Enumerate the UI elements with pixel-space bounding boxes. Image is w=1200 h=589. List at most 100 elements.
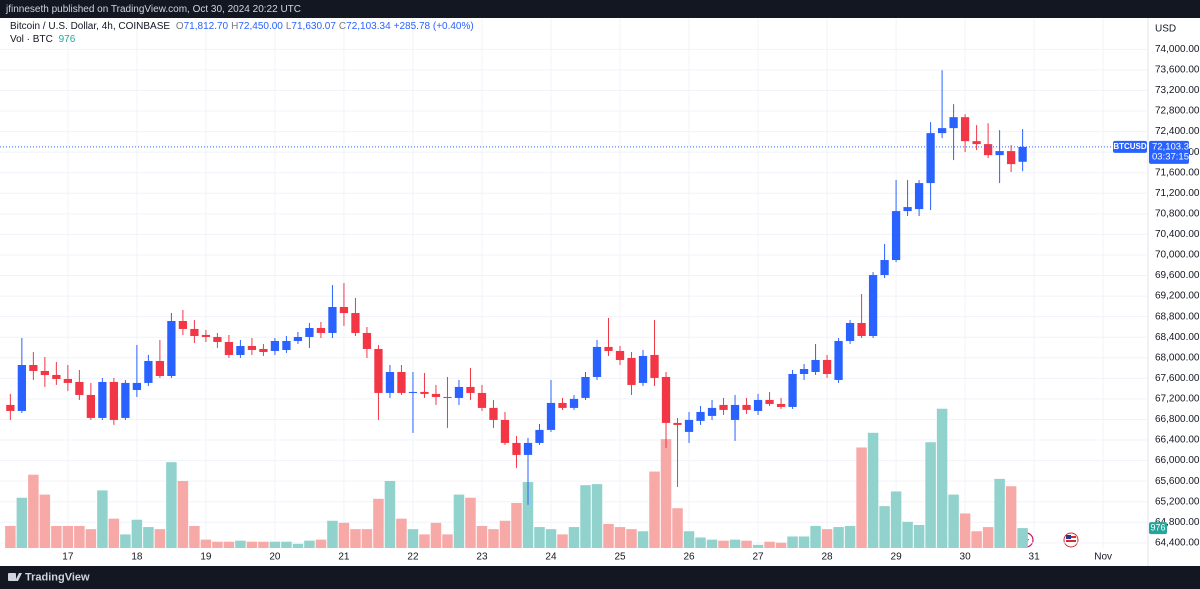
candle-body bbox=[259, 348, 268, 352]
candle-body bbox=[569, 398, 579, 408]
ohlc-key: L bbox=[285, 21, 292, 32]
volume-bar bbox=[1005, 486, 1017, 548]
y-tick-label: 67,600.00 bbox=[1155, 373, 1200, 384]
volume-bar bbox=[729, 539, 741, 548]
volume-bar bbox=[591, 484, 603, 548]
volume-bar bbox=[39, 494, 51, 548]
logo: TradingView bbox=[25, 571, 90, 583]
volume-bar bbox=[752, 544, 764, 548]
symbol-badge bbox=[1113, 140, 1147, 153]
x-tick-label: 19 bbox=[200, 552, 212, 563]
candle-body bbox=[914, 183, 924, 210]
y-tick-label: 65,200.00 bbox=[1155, 496, 1200, 507]
legend: Bitcoin / U.S. Dollar, 4h, COINBASE O71,… bbox=[10, 21, 477, 32]
volume-bar bbox=[637, 531, 649, 548]
y-tick-label: 66,400.00 bbox=[1155, 435, 1200, 446]
volume-bar bbox=[350, 529, 361, 548]
candle-body bbox=[121, 382, 130, 418]
y-tick-label: 66,800.00 bbox=[1155, 414, 1200, 425]
candle-body bbox=[397, 371, 406, 393]
candle-body bbox=[40, 370, 50, 375]
candle-body bbox=[972, 141, 981, 145]
volume-value: 976 bbox=[58, 34, 76, 45]
last-price-label: 72,103.34 bbox=[1152, 141, 1194, 152]
x-tick-label: 30 bbox=[960, 552, 972, 563]
ohlc-value: 71,812.70 bbox=[183, 21, 229, 32]
y-tick-label: 71,600.00 bbox=[1155, 167, 1200, 178]
candle-body bbox=[1018, 146, 1027, 162]
candle-body bbox=[1006, 151, 1016, 165]
ohlc-key: O bbox=[175, 21, 184, 32]
candle-body bbox=[960, 117, 970, 142]
candle-body bbox=[362, 332, 372, 349]
candle-body bbox=[270, 340, 280, 351]
candle-body bbox=[995, 151, 1004, 156]
volume-bar bbox=[361, 529, 373, 548]
candle-body bbox=[788, 373, 797, 407]
volume-bar bbox=[890, 491, 902, 548]
candle-body bbox=[374, 348, 383, 393]
candle-body bbox=[213, 336, 222, 342]
volume-bar bbox=[775, 542, 787, 548]
volume-bar bbox=[948, 494, 959, 548]
price-badge bbox=[1149, 140, 1189, 164]
publisher: jfinneseth published on TradingView.com,… bbox=[5, 4, 301, 15]
x-tick-label: 20 bbox=[269, 552, 281, 563]
volume-bar bbox=[315, 539, 327, 548]
bottom-bar bbox=[0, 566, 1200, 589]
volume-bar bbox=[879, 506, 890, 548]
volume-bar bbox=[476, 526, 488, 548]
volume-bar bbox=[741, 540, 752, 548]
x-tick-label: 23 bbox=[476, 552, 488, 563]
candle-body bbox=[477, 392, 487, 408]
candle-body bbox=[581, 376, 590, 398]
candle-body bbox=[684, 419, 694, 432]
x-tick-label: 29 bbox=[891, 552, 903, 563]
volume-bar bbox=[557, 534, 568, 548]
y-tick-label: 70,800.00 bbox=[1155, 208, 1200, 219]
candle-body bbox=[730, 404, 740, 420]
volume-bar bbox=[120, 534, 131, 548]
volume-bar bbox=[396, 518, 407, 548]
volume-bar bbox=[465, 497, 476, 548]
candle-body bbox=[834, 340, 843, 380]
candle-body bbox=[144, 360, 153, 383]
candle-body bbox=[983, 144, 993, 156]
y-tick-label: 69,200.00 bbox=[1155, 291, 1200, 302]
y-tick-label: 72,800.00 bbox=[1155, 106, 1200, 117]
candle-body bbox=[615, 350, 625, 360]
volume-bar bbox=[28, 474, 39, 548]
volume-bar bbox=[936, 408, 948, 548]
volume-bar bbox=[304, 540, 315, 548]
volume-bar bbox=[522, 482, 534, 548]
ohlc-value: 72,450.00 bbox=[238, 21, 283, 32]
candle-body bbox=[63, 378, 73, 383]
candle-body bbox=[753, 399, 763, 411]
volume-bar bbox=[235, 540, 246, 548]
y-tick-label: 73,200.00 bbox=[1155, 85, 1200, 96]
candle-body bbox=[408, 391, 418, 393]
candle-body bbox=[673, 422, 682, 425]
volume-bar bbox=[488, 529, 499, 548]
volume-bar bbox=[453, 494, 465, 548]
candle-body bbox=[339, 307, 349, 314]
x-tick-label: 25 bbox=[614, 552, 626, 563]
candle-body bbox=[443, 396, 452, 398]
candle-body bbox=[903, 207, 912, 212]
candle-body bbox=[719, 404, 728, 410]
candle-body bbox=[29, 364, 38, 371]
volume-bar bbox=[867, 432, 879, 548]
candle-body bbox=[17, 364, 26, 411]
volume-bar bbox=[384, 480, 396, 548]
volume-bar bbox=[16, 497, 28, 548]
volume-bar bbox=[959, 513, 971, 548]
candle-body bbox=[926, 133, 935, 184]
x-tick-label: Nov bbox=[1094, 552, 1112, 563]
volume-badge bbox=[1149, 522, 1167, 535]
candle-body bbox=[880, 260, 889, 276]
candle-body bbox=[178, 320, 188, 329]
volume-bar bbox=[649, 471, 660, 548]
volume-bar bbox=[5, 526, 16, 548]
volume-bar bbox=[994, 478, 1005, 548]
